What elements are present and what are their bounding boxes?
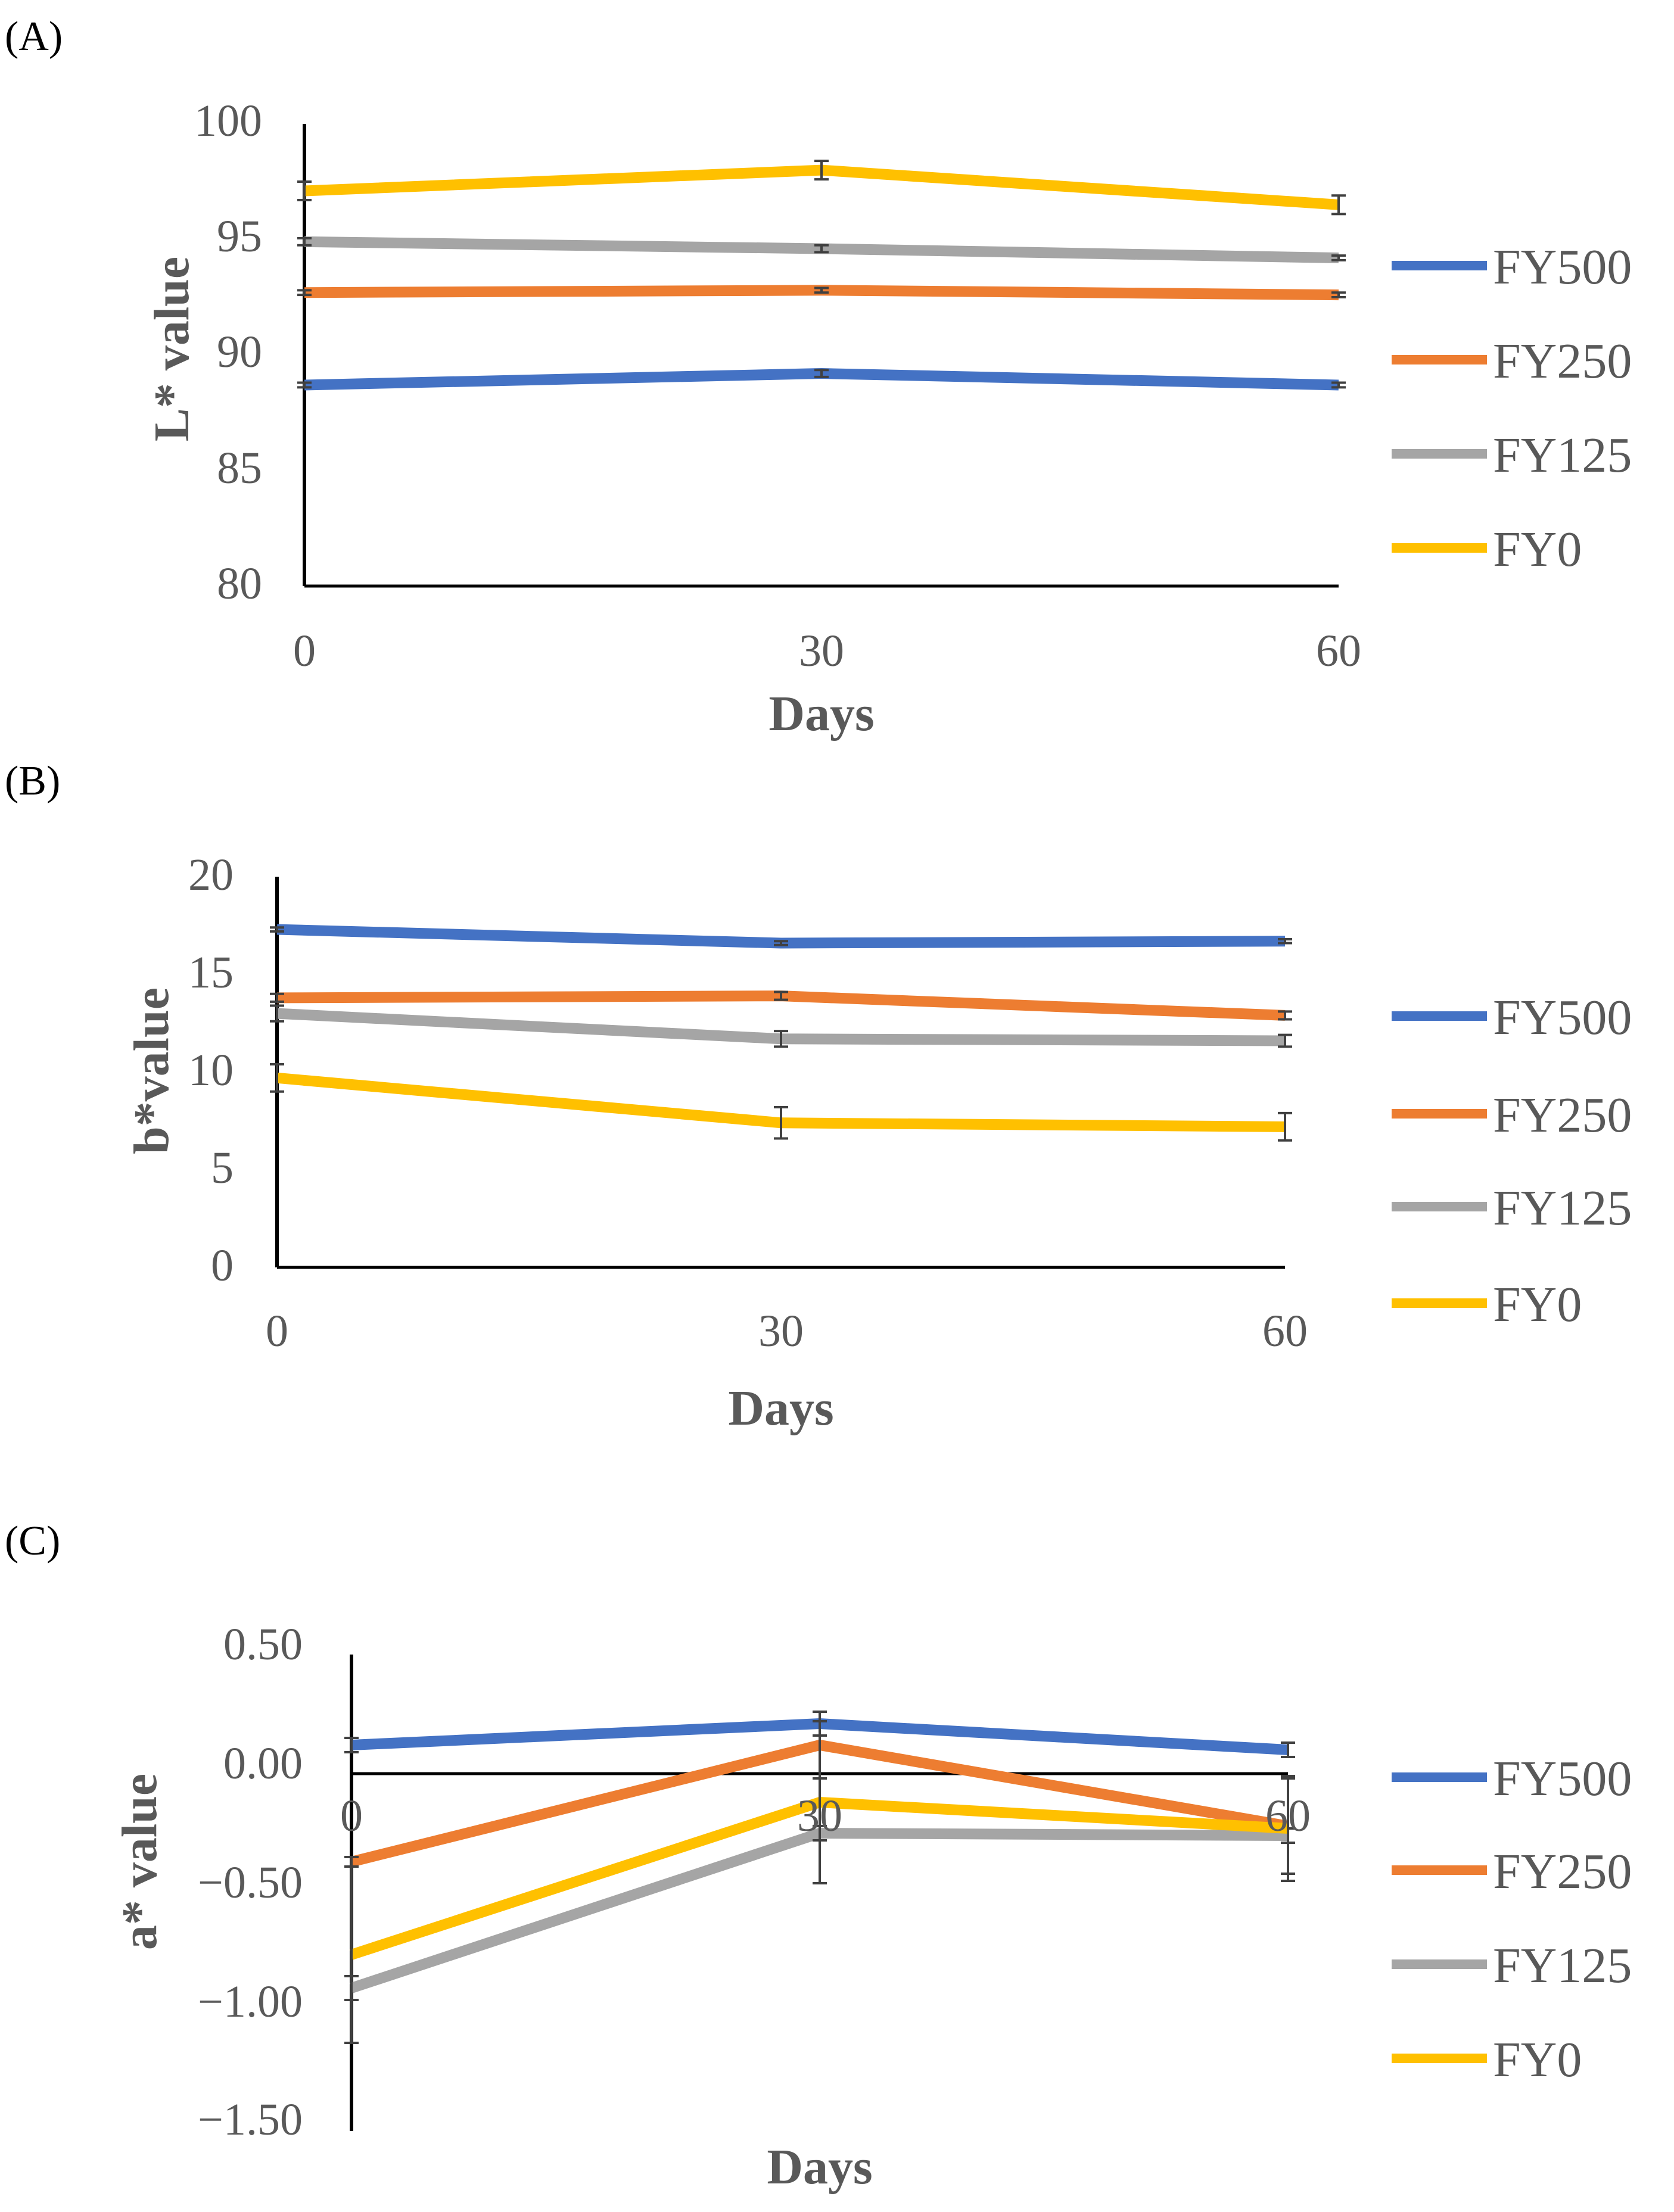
legend-label: FY0: [1493, 1277, 1582, 1332]
y-tick-label: 100: [194, 96, 262, 146]
legend-label: FY250: [1493, 334, 1632, 389]
panel-c-label: (C): [5, 1518, 60, 1564]
error-bar: [1278, 1033, 1292, 1048]
chart-panel-b: (B) 0 5 10 15 20 0 30 60 Days b*value FY…: [5, 758, 1632, 1436]
panel-b-label: (B): [5, 758, 60, 804]
chart-panel-a: (A) 80 85 90 95 100 0 30 60 Days L* valu…: [5, 14, 1632, 742]
error-bar: [1278, 1111, 1292, 1142]
x-tick-label: 30: [797, 1791, 842, 1841]
x-tick-label: 30: [799, 626, 844, 676]
error-bar: [1331, 291, 1346, 298]
legend-label: FY500: [1493, 1751, 1632, 1806]
legend: FY500 FY250 FY125 FY0: [1392, 239, 1632, 577]
legend: FY500 FY250 FY125 FY0: [1392, 990, 1632, 1332]
legend-label: FY500: [1493, 239, 1632, 295]
legend-label: FY125: [1493, 1180, 1632, 1236]
error-bar: [774, 1106, 788, 1140]
error-bar: [1278, 1010, 1292, 1021]
y-tick-label: 0.50: [223, 1619, 303, 1669]
error-bar: [297, 381, 312, 389]
plot-area: [344, 1655, 1295, 2131]
error-bar: [297, 289, 312, 297]
x-axis-title: Days: [728, 1381, 833, 1436]
error-bar: [270, 1063, 284, 1093]
x-tick-label: 0: [266, 1306, 288, 1356]
legend-label: FY125: [1493, 1938, 1632, 1993]
error-bar: [814, 286, 829, 294]
legend-label: FY500: [1493, 990, 1632, 1045]
y-tick-label: 5: [211, 1143, 234, 1193]
y-tick-label: 85: [217, 443, 262, 493]
x-axis-title: Days: [768, 686, 874, 742]
y-tick-label: 95: [217, 211, 262, 261]
x-tick-label: 60: [1262, 1306, 1308, 1356]
x-tick-label: 60: [1265, 1791, 1311, 1841]
y-tick-label: −1.00: [198, 1977, 303, 2027]
y-tick-label: 10: [188, 1045, 234, 1095]
y-tick-label: −0.50: [198, 1858, 303, 1908]
legend-label: FY0: [1493, 2032, 1582, 2088]
y-tick-label: −1.50: [198, 2095, 303, 2145]
legend-label: FY250: [1493, 1088, 1632, 1143]
x-axis-title: Days: [767, 2139, 872, 2195]
error-bar: [774, 1030, 788, 1048]
error-bar: [344, 1737, 359, 1753]
y-tick-label: 80: [217, 559, 262, 609]
error-bar: [297, 180, 312, 202]
error-bar: [774, 990, 788, 1001]
error-bar: [814, 244, 829, 254]
x-tick-label: 60: [1316, 626, 1361, 676]
y-tick-label: 15: [188, 948, 234, 998]
error-bar: [1331, 194, 1346, 216]
error-bar: [270, 1004, 284, 1023]
error-bar: [270, 926, 284, 933]
y-axis-title: L* value: [144, 257, 200, 441]
error-bar: [1331, 254, 1346, 261]
error-bar: [1331, 381, 1346, 389]
y-axis-title: b*value: [124, 987, 179, 1154]
y-tick-label: 20: [188, 850, 234, 900]
x-tick-label: 30: [758, 1306, 804, 1356]
error-bar: [813, 1720, 827, 1884]
chart-panel-c: (C) −1.50 −1.00 −0.50 0.00 0.50 0 30 60 …: [5, 1518, 1632, 2195]
error-bar: [297, 237, 312, 247]
plot-area: [297, 124, 1346, 588]
legend-label: FY250: [1493, 1844, 1632, 1899]
panel-a-label: (A): [5, 14, 63, 60]
error-bar: [344, 1865, 359, 2044]
plot-area: [270, 877, 1292, 1269]
error-bar: [774, 940, 788, 946]
legend-label: FY0: [1493, 522, 1582, 577]
error-bar: [1278, 937, 1292, 945]
y-tick-label: 90: [217, 327, 262, 377]
error-bar: [1281, 1741, 1295, 1758]
y-tick-label: 0.00: [223, 1739, 303, 1789]
error-bar: [1281, 1775, 1295, 1882]
legend-label: FY125: [1493, 428, 1632, 483]
x-tick-label: 0: [293, 626, 316, 676]
error-bar: [270, 992, 284, 1003]
legend: FY500 FY250 FY125 FY0: [1392, 1751, 1632, 2088]
y-tick-label: 0: [211, 1241, 234, 1291]
y-axis-title: a* value: [112, 1774, 167, 1950]
x-tick-label: 0: [340, 1791, 363, 1841]
error-bar: [814, 369, 829, 378]
error-bar: [814, 160, 829, 181]
